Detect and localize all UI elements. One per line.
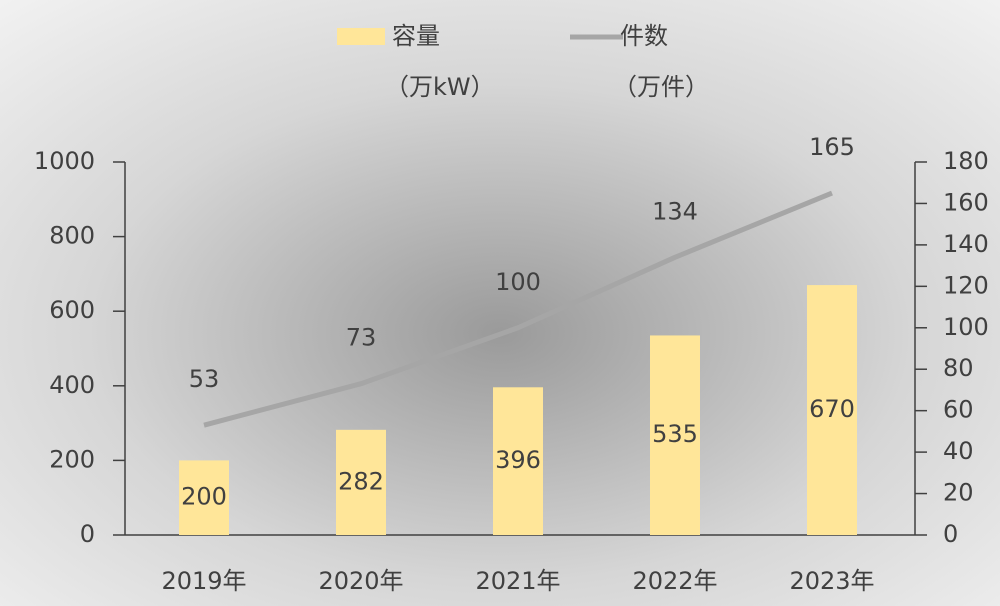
x-tick-label: 2022年: [632, 567, 717, 595]
bar: [807, 285, 857, 535]
y2-tick-label: 160: [943, 188, 989, 216]
y2-tick-label: 120: [943, 271, 989, 299]
legend-label: 容量: [392, 22, 440, 50]
data-label: 100: [495, 268, 541, 296]
data-label: 396: [495, 446, 541, 474]
x-tick-label: 2023年: [789, 567, 874, 595]
y-tick-label: 600: [49, 296, 95, 324]
y-tick-label: 200: [49, 445, 95, 473]
line: [203, 190, 833, 428]
data-label: 282: [338, 467, 384, 495]
legend-label: 件数: [620, 22, 668, 50]
y2-tick-label: 0: [943, 520, 958, 548]
y-tick-label: 0: [80, 520, 95, 548]
bar: [336, 429, 386, 535]
data-label: 200: [181, 483, 227, 511]
legend-unit: （万件）: [613, 73, 709, 101]
bar: [650, 335, 700, 535]
data-label: 535: [652, 420, 698, 448]
y2-tick-label: 60: [943, 396, 974, 424]
y2-tick-label: 40: [943, 437, 974, 465]
bar: [493, 387, 543, 535]
legend-unit: （万kW）: [385, 73, 495, 101]
data-label: 73: [346, 324, 377, 352]
y2-tick-label: 100: [943, 313, 989, 341]
data-label: 165: [809, 133, 855, 161]
data-label: 134: [652, 197, 698, 225]
y2-tick-label: 80: [943, 354, 974, 382]
bar: [179, 460, 229, 535]
y2-tick-label: 20: [943, 479, 974, 507]
legend-swatch: [337, 28, 385, 45]
y2-tick-label: 140: [943, 230, 989, 258]
x-tick-label: 2021年: [475, 567, 560, 595]
y-tick-label: 400: [49, 371, 95, 399]
data-label: 53: [189, 365, 220, 393]
x-tick-label: 2020年: [318, 567, 403, 595]
y-tick-label: 1000: [34, 147, 95, 175]
x-tick-label: 2019年: [161, 567, 246, 595]
y2-tick-label: 180: [943, 147, 989, 175]
data-label: 670: [809, 395, 855, 423]
y-tick-label: 800: [49, 222, 95, 250]
